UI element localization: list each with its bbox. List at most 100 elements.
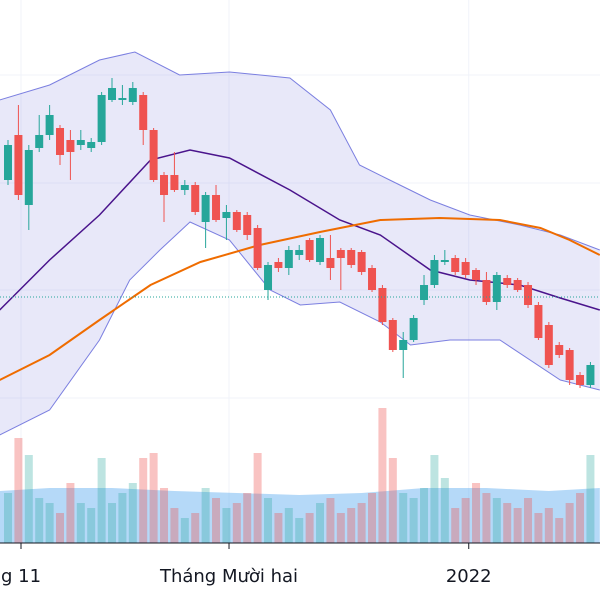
candle-body: [368, 268, 377, 290]
volume-bar: [160, 488, 169, 543]
volume-bar: [139, 458, 148, 543]
volume-bar: [430, 455, 439, 543]
candle-body: [149, 130, 158, 180]
volume-bar: [336, 513, 345, 543]
x-tick-label: Tháng Mười hai: [159, 566, 298, 587]
volume-bar: [326, 498, 335, 543]
volume-bar: [399, 493, 408, 543]
candle-body: [461, 262, 470, 275]
candle-body: [118, 98, 127, 100]
candle-body: [524, 285, 533, 305]
volume-bar: [149, 453, 158, 543]
candle-body: [66, 140, 75, 152]
volume-bar: [222, 508, 231, 543]
candle-body: [295, 250, 304, 255]
volume-bar: [482, 493, 491, 543]
axis-background: [0, 543, 600, 600]
volume-bar: [4, 493, 13, 543]
candle-body: [24, 150, 33, 205]
volume-ma-area: [0, 488, 600, 543]
candle-body: [160, 175, 169, 195]
volume-bar: [45, 503, 54, 543]
volume-bar: [24, 455, 33, 543]
candle-body: [492, 275, 501, 302]
candle-body: [544, 325, 553, 365]
volume-bar: [243, 493, 252, 543]
candle-body: [212, 195, 221, 220]
volume-bar: [87, 508, 96, 543]
volume-bar: [108, 503, 117, 543]
volume-bar: [420, 488, 429, 543]
volume-bar: [461, 498, 470, 543]
candle-body: [232, 212, 241, 230]
volume-bar: [409, 498, 418, 543]
candle-body: [201, 195, 210, 222]
x-tick-label: 2022: [446, 566, 492, 587]
candle-body: [76, 140, 85, 145]
volume-bar: [66, 483, 75, 543]
candle-body: [56, 128, 65, 155]
volume-bar: [576, 493, 585, 543]
volume-bar: [503, 503, 512, 543]
volume-bar: [201, 488, 210, 543]
candle-body: [35, 135, 44, 148]
candle-body: [388, 320, 397, 350]
candle-body: [472, 270, 481, 280]
candle-body: [451, 258, 460, 272]
candle-body: [565, 350, 574, 380]
volume-bar: [118, 493, 127, 543]
volume-bar: [274, 513, 283, 543]
volume-bar: [97, 458, 106, 543]
candle-body: [4, 145, 13, 180]
candle-body: [534, 305, 543, 338]
candle-body: [430, 260, 439, 285]
volume-bar: [472, 483, 481, 543]
candle-body: [357, 252, 366, 272]
volume-bar: [440, 478, 449, 543]
candle-body: [45, 115, 54, 135]
candle-body: [420, 285, 429, 300]
volume-bar: [170, 508, 179, 543]
candle-body: [409, 318, 418, 340]
middle-band-line: [0, 149, 600, 311]
volume-bar: [544, 508, 553, 543]
volume-bar: [513, 508, 522, 543]
volume-bar: [264, 498, 273, 543]
volume-bar: [534, 513, 543, 543]
volume-bar: [56, 513, 65, 543]
candle-body: [326, 258, 335, 268]
candle-body: [305, 240, 314, 260]
candle-body: [482, 280, 491, 302]
volume-bar: [347, 508, 356, 543]
band-area: [0, 52, 600, 435]
candle-body: [97, 95, 106, 142]
volume-bar: [35, 498, 44, 543]
volume-bar: [451, 508, 460, 543]
volume-bar: [492, 498, 501, 543]
candle-body: [513, 280, 522, 290]
candle-body: [555, 345, 564, 355]
volume-bar: [232, 503, 241, 543]
candle-body: [128, 88, 137, 102]
candle-body: [222, 212, 231, 218]
volume-bar: [212, 498, 221, 543]
candle-body: [87, 142, 96, 148]
volume-bar: [555, 518, 564, 543]
x-tick-label: g 11: [1, 566, 41, 587]
volume-bar: [524, 498, 533, 543]
candle-body: [586, 365, 595, 385]
volume-bar: [378, 408, 387, 543]
volume-bar: [295, 518, 304, 543]
candle-body: [399, 340, 408, 350]
candle-body: [347, 250, 356, 265]
volume-bar: [14, 438, 23, 543]
volume-bar: [305, 513, 314, 543]
volume-bar: [284, 508, 293, 543]
volume-bar: [388, 458, 397, 543]
volume-bar: [180, 518, 189, 543]
volume-bar: [76, 503, 85, 543]
volume-bar: [316, 503, 325, 543]
candle-body: [576, 375, 585, 385]
volume-bar: [586, 455, 595, 543]
